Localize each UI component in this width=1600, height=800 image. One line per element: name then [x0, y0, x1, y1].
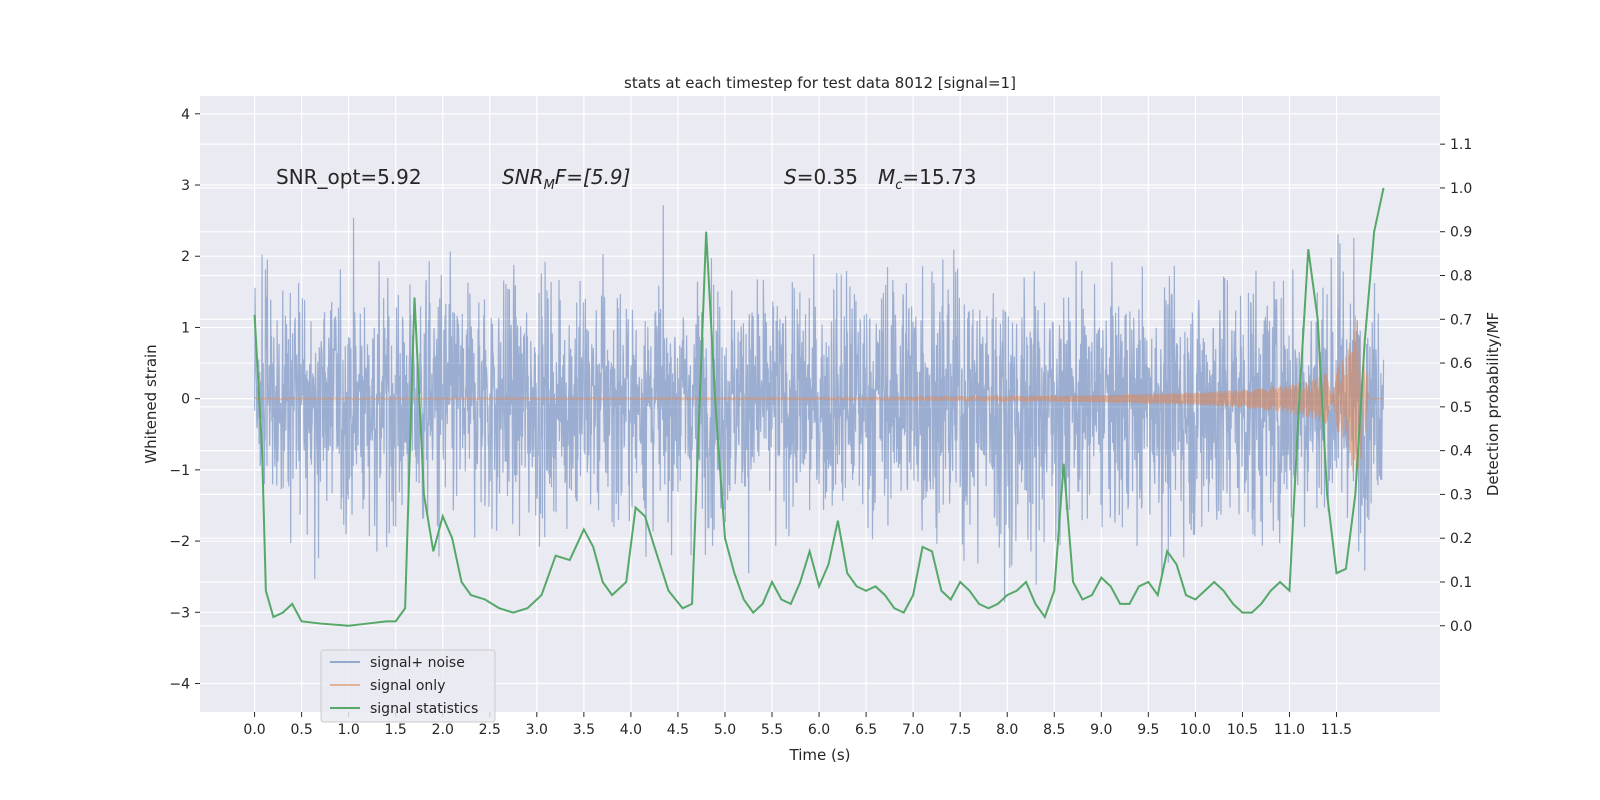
x-tick-label: 6.5	[855, 722, 877, 738]
x-tick-label: 9.5	[1137, 722, 1159, 738]
x-tick-label: 11.0	[1274, 722, 1305, 738]
y-left-tick-label: −3	[169, 605, 190, 621]
y-right-tick-label: 0.7	[1450, 312, 1472, 328]
series-signal-noise	[253, 205, 1385, 602]
legend: signal+ noise signal only signal statist…	[320, 649, 496, 723]
y-right-tick-label: 0.8	[1450, 269, 1472, 285]
y-left-tick-label: 4	[181, 107, 190, 123]
y-right-tick-label: 1.0	[1450, 181, 1472, 197]
x-tick-label: 5.5	[761, 722, 783, 738]
x-tick-label: 10.0	[1180, 722, 1211, 738]
y-left-tick-label: −1	[169, 463, 190, 479]
y-right-tick-label: 0.9	[1450, 225, 1472, 241]
annotation-snr-mf-main: SNR	[502, 165, 544, 189]
x-tick-label: 5.0	[714, 722, 736, 738]
axes: 0.0 0.5 1.0 1.5 2.0 2.5 3.0 3.5 4.0 4.5 5.0 5.5 6.0 6…	[169, 107, 1472, 738]
annotations: SNR_opt=5.92 SNRMF=[5.9] S=0.35 Mc=15.73	[276, 165, 976, 193]
x-tick-label: 1.0	[338, 722, 360, 738]
x-tick-label: 1.5	[385, 722, 407, 738]
x-tick-label: 8.0	[996, 722, 1018, 738]
y-left-tick-label: 1	[181, 320, 190, 336]
y-right-tick-label: 0.5	[1450, 400, 1472, 416]
legend-box	[320, 649, 496, 723]
y-right-tick-label: 1.1	[1450, 137, 1472, 153]
annotation-mc-sub: c	[895, 178, 902, 193]
y-left-tick-label: 0	[181, 392, 190, 408]
x-tick-label: 10.5	[1227, 722, 1258, 738]
annotation-s: S=0.35	[784, 165, 858, 189]
legend-label-signal-noise: signal+ noise	[370, 655, 465, 671]
y-left-tick-label: 2	[181, 249, 190, 265]
x-tick-label: 8.5	[1043, 722, 1065, 738]
x-tick-label: 7.0	[902, 722, 924, 738]
y-right-tick-label: 0.4	[1450, 444, 1472, 460]
y-axis-left-label: Whitened strain	[142, 344, 160, 463]
y-right-tick-label: 0.1	[1450, 575, 1472, 591]
y-left-tick-label: −4	[169, 677, 190, 693]
annotation-snr-mf-sub: M	[544, 178, 555, 193]
y-left-tick-label: 3	[181, 178, 190, 194]
annotation-snr-mf: SNRMF=[5.9]	[502, 165, 630, 193]
annotation-mc-rest: =15.73	[902, 165, 976, 189]
legend-label-signal-statistics: signal statistics	[370, 701, 478, 717]
x-tick-label: 0.5	[290, 722, 312, 738]
y-right-tick-label: 0.6	[1450, 356, 1472, 372]
x-tick-label: 4.0	[620, 722, 642, 738]
x-tick-label: 3.0	[526, 722, 548, 738]
annotation-s-rest: =0.35	[797, 165, 858, 189]
x-axis-label: Time (s)	[789, 746, 851, 764]
series-signal-only	[254, 315, 1384, 480]
chart-title: stats at each timestep for test data 801…	[624, 74, 1016, 92]
x-tick-label: 2.5	[479, 722, 501, 738]
y-right-tick-label: 0.3	[1450, 487, 1472, 503]
y-left-tick-label: −2	[169, 534, 190, 550]
y-right-tick-label: 0.2	[1450, 531, 1472, 547]
x-tick-label: 9.0	[1090, 722, 1112, 738]
x-tick-label: 4.5	[667, 722, 689, 738]
series-signal-statistics	[253, 187, 1385, 627]
annotation-mc-main: M	[878, 165, 895, 189]
annotation-snr-opt: SNR_opt=5.92	[276, 165, 422, 189]
y-axis-right-label: Detection probability/MF	[1484, 312, 1502, 496]
plot-area	[253, 187, 1385, 627]
x-tick-label: 2.0	[432, 722, 454, 738]
annotation-snr-mf-rest: F=[5.9]	[555, 165, 631, 189]
annotation-mc: Mc=15.73	[878, 165, 976, 193]
x-tick-label: 11.5	[1321, 722, 1352, 738]
x-tick-label: 6.0	[808, 722, 830, 738]
annotation-s-main: S	[784, 165, 797, 189]
x-tick-label: 0.0	[243, 722, 265, 738]
x-tick-label: 7.5	[949, 722, 971, 738]
x-tick-label: 3.5	[573, 722, 595, 738]
legend-label-signal-only: signal only	[370, 678, 445, 694]
y-right-tick-label: 0.0	[1450, 619, 1472, 635]
